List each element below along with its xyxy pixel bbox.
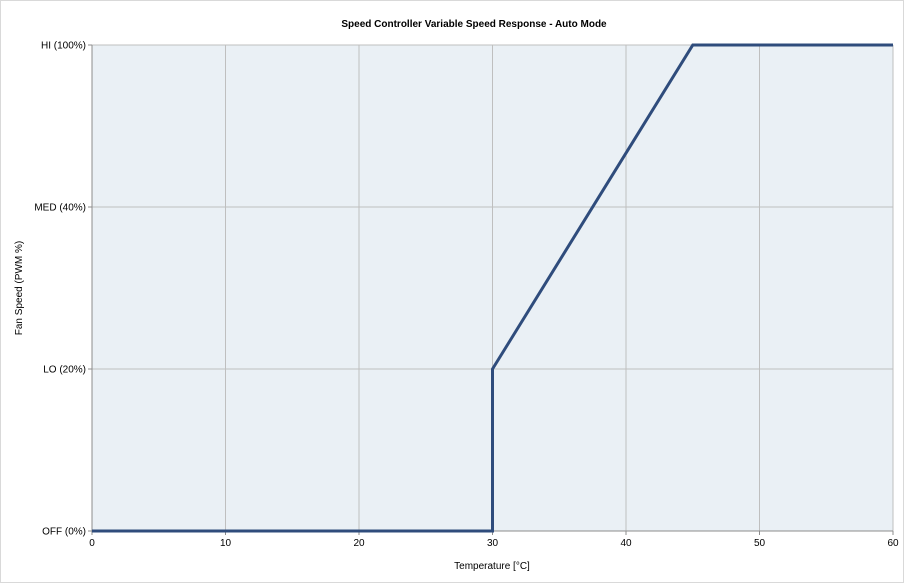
tick-labels: 0 10 20 30 40 50 60 OFF (0%) LO (20%) MED (40%) HI… xyxy=(34,41,899,550)
chart-title: Speed Controller Variable Speed Response… xyxy=(341,19,607,30)
y-axis-label: Fan Speed (PWM %) xyxy=(14,241,25,335)
x-axis-label: Temperature [°C] xyxy=(454,561,530,572)
y-tick-label: MED (40%) xyxy=(34,203,86,214)
x-tick-label: 10 xyxy=(220,538,232,549)
x-tick-label: 0 xyxy=(89,538,95,549)
x-tick-label: 20 xyxy=(353,538,365,549)
y-tick-label: HI (100%) xyxy=(41,41,86,52)
x-tick-label: 60 xyxy=(887,538,899,549)
x-tick-label: 40 xyxy=(620,538,632,549)
series-line xyxy=(92,43,893,533)
series xyxy=(92,43,893,533)
y-tick-label: OFF (0%) xyxy=(42,527,86,538)
x-tick-label: 50 xyxy=(754,538,766,549)
y-tick-label: LO (20%) xyxy=(43,365,86,376)
x-tick-label: 30 xyxy=(487,538,499,549)
